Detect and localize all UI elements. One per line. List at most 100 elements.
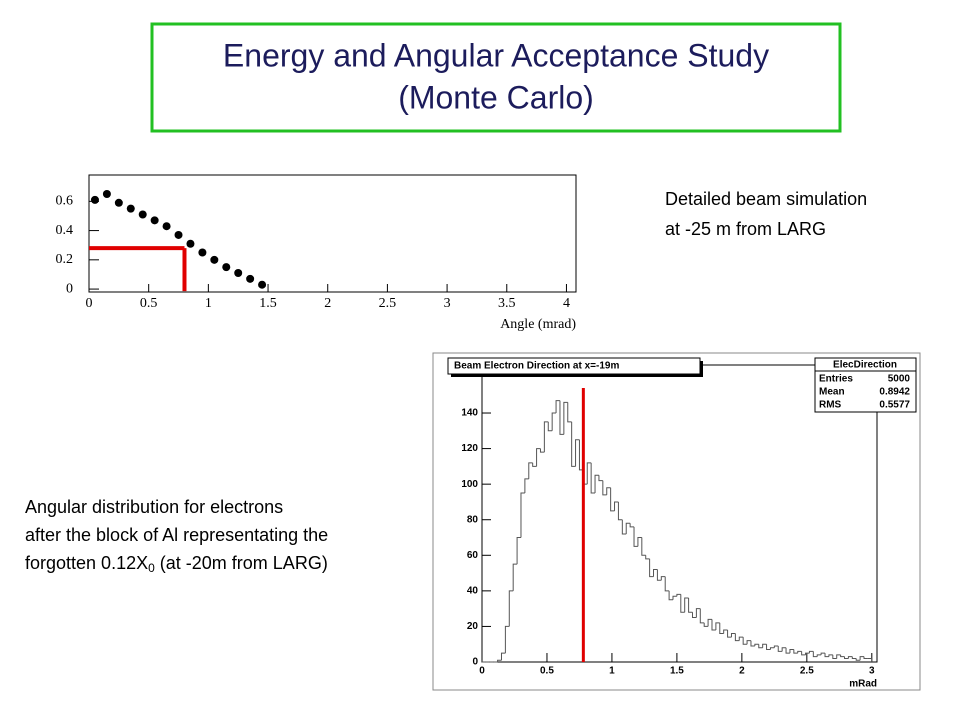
x-tick-label: 0.5 [140,296,158,311]
histogram-bin [851,656,857,659]
data-point [234,268,243,277]
histogram-bin [664,576,670,592]
histogram-bin [785,647,790,654]
histogram-bin [703,622,709,627]
stats-value: 5000 [888,374,911,385]
histogram-bin [738,636,744,641]
histogram-bin [567,402,572,423]
histogram-bin [528,462,533,479]
histogram-bin [606,487,611,495]
x-tick-label: 4 [563,296,570,311]
note-text: forgotten 0.12X [25,553,148,573]
data-point [210,255,219,264]
stats-title: ElecDirection [833,360,897,371]
title-box [150,22,842,133]
histogram-bin [801,651,806,656]
histogram-bin [715,622,720,630]
data-point [150,216,159,225]
slide-title: Energy and Angular Acceptance Study [223,37,769,73]
histogram-bin [808,650,814,654]
note-text: (at -20m from LARG) [155,553,328,573]
histogram-bin [680,594,685,613]
histogram-bin [520,492,525,538]
histogram-bin [559,400,564,435]
histogram-bin [781,647,787,652]
histogram-bin [812,651,818,658]
x-tick-label: 2 [739,666,745,677]
histogram-bin [711,619,716,631]
histogram-bin [691,612,697,619]
data-point [126,204,135,213]
x-tick-label: 3 [869,666,875,677]
x-tick-label: 2.5 [379,296,397,311]
histogram-bin [859,656,865,661]
stats-label: RMS [819,400,842,411]
histogram-title: Beam Electron Direction at x=-19m [454,361,619,372]
histogram-bin [649,558,654,578]
histogram-bin [672,595,677,600]
y-tick-label: 20 [467,621,479,632]
y-tick-label: 40 [467,586,479,597]
data-point [222,263,231,272]
histogram-bin [617,501,623,521]
note: after the block of Al representating the [25,525,328,545]
stats-box [814,357,917,413]
note-subscript: 0 [148,561,155,575]
x-tick-label: 0 [479,666,485,677]
histogram-bin [512,563,518,591]
histogram-bin [816,654,822,657]
histogram-bin [867,657,873,662]
histogram-bin [676,593,681,597]
y-tick-label: 0 [66,281,73,296]
histogram-bin [840,654,845,658]
histogram-bin [504,625,510,654]
x-tick-label: 1.5 [670,666,684,677]
plot-frame [88,174,577,293]
y-tick-label: 0.2 [56,252,74,267]
histogram-bin [742,637,748,645]
y-tick-label: 0.6 [56,194,74,209]
y-tick-label: 0 [472,657,478,668]
note: Angular distribution for electrons [25,497,283,517]
histogram-bin [543,421,549,453]
histogram-bin [539,448,545,453]
histogram-bin [820,652,826,655]
histogram-bin [719,622,724,635]
histogram-bin [824,653,829,658]
histogram-bin [832,654,837,659]
histogram-bin [563,401,568,435]
histogram-bin [516,537,521,565]
x-tick-label: 3 [444,296,451,311]
histogram-bin [750,640,755,647]
y-tick-label: 100 [461,479,478,490]
histogram-bin [836,654,841,659]
histogram-bin [536,448,541,467]
x-axis-label: Angle (mrad) [500,317,576,332]
histogram-bin [797,650,802,654]
histogram-bin [695,608,701,618]
histogram-bin [793,649,798,654]
histogram-bin [598,475,603,482]
data-point [90,195,99,204]
y-tick-label: 0.4 [56,223,74,238]
x-tick-label: 3.5 [498,296,516,311]
data-point [258,280,267,289]
histogram-bin [699,608,705,624]
x-tick-label: 2 [324,296,331,311]
histogram-bin [762,643,767,648]
histogram-bin [828,654,833,657]
data-point [138,210,147,219]
histogram-bin [555,400,560,414]
histogram-bin [610,487,615,512]
histogram-bin [547,421,553,432]
data-point [162,222,171,231]
histogram-bin [723,629,728,634]
histogram-bin [727,629,732,638]
histogram-bin [551,412,557,431]
histogram-bin [684,597,689,613]
histogram-bin [524,478,529,494]
x-axis-label: mRad [849,679,877,690]
histogram-bin [754,643,759,646]
